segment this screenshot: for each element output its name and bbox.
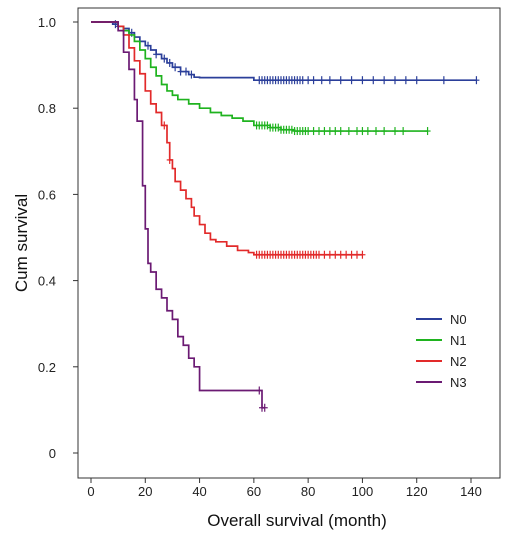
x-tick-label: 20: [138, 484, 152, 499]
y-tick-label: 1.0: [38, 15, 56, 30]
survival-line-n0: [91, 21, 477, 82]
x-tick-label: 0: [87, 484, 94, 499]
legend: N0 N1 N2 N3: [416, 312, 467, 390]
x-tick-label: 60: [247, 484, 261, 499]
x-tick-label: 120: [406, 484, 428, 499]
legend-label-n1: N1: [450, 333, 467, 348]
series-n0: [91, 20, 480, 85]
y-tick-label: 0.2: [38, 360, 56, 375]
legend-label-n2: N2: [450, 354, 467, 369]
x-tick-label: 100: [352, 484, 374, 499]
series-layer: [91, 20, 480, 412]
survival-line-n1: [91, 21, 428, 132]
survival-line-n2: [91, 21, 363, 256]
series-n2: [91, 21, 366, 259]
x-axis-label: Overall survival (month): [207, 511, 387, 530]
y-tick-label: 0.6: [38, 187, 56, 202]
legend-label-n3: N3: [450, 375, 467, 390]
x-tick-label: 40: [192, 484, 206, 499]
x-tick-label: 80: [301, 484, 315, 499]
x-tick-label: 140: [460, 484, 482, 499]
legend-label-n0: N0: [450, 312, 467, 327]
series-n3: [91, 21, 268, 412]
axes: 0 20 40 60 80 100 120 140 0 0.2 0.4 0.6 0.8 1.0: [38, 7, 501, 499]
y-tick-label: 0.8: [38, 101, 56, 116]
series-n1: [91, 21, 431, 136]
survival-line-n3: [91, 21, 265, 409]
y-tick-label: 0.4: [38, 274, 56, 289]
y-tick-label: 0: [49, 446, 56, 461]
y-axis-label: Cum survival: [12, 194, 31, 292]
plot-frame: [77, 7, 501, 479]
